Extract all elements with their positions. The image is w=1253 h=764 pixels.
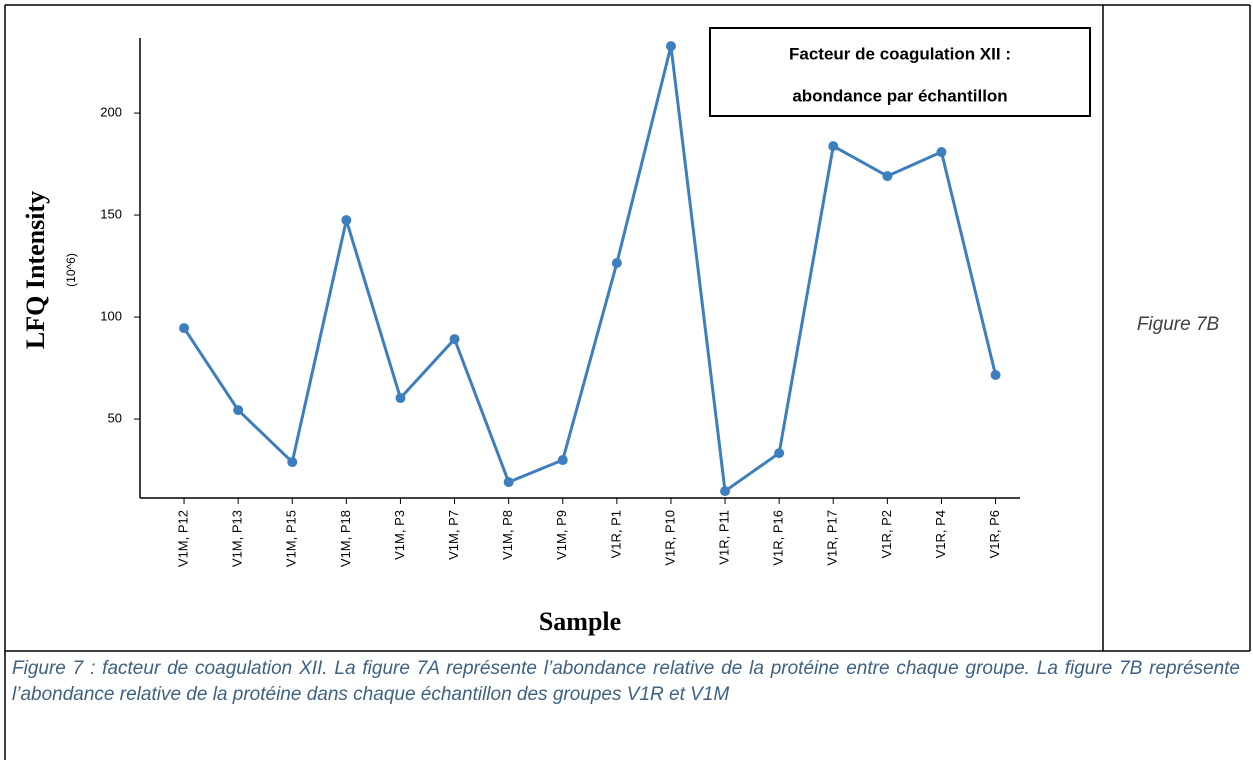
title-box	[709, 27, 1091, 117]
y-tick-label: 200	[100, 105, 122, 120]
x-tick-label: V1M, P7	[446, 510, 461, 560]
point	[287, 457, 298, 468]
point	[665, 41, 676, 52]
x-tick-label: V1R, P11	[716, 510, 731, 565]
x-tick-label: V1R, P17	[825, 510, 840, 566]
point	[774, 448, 785, 459]
y-tick-label: 100	[100, 308, 122, 323]
x-tick-label: V1M, P3	[392, 510, 407, 560]
figure-label: Figure 7B	[1137, 314, 1220, 335]
y-axis-unit: (10^6)	[64, 253, 78, 287]
caption: Figure 7 : facteur de coagulation XII. L…	[12, 658, 1240, 705]
point	[882, 171, 893, 182]
chart-title: Facteur de coagulation XII :	[789, 44, 1011, 63]
x-tick-label: V1M, P15	[284, 510, 299, 567]
point	[557, 455, 568, 466]
x-axis-label: Sample	[539, 607, 621, 636]
line	[182, 45, 998, 494]
point	[179, 323, 190, 334]
point	[936, 147, 947, 158]
x-tick-label: V1M, P18	[338, 510, 353, 567]
point	[990, 369, 1001, 380]
x-tick-label: V1M, P8	[500, 510, 515, 560]
x-tick-label: V1R, P10	[662, 510, 677, 566]
point	[395, 393, 406, 404]
point	[611, 258, 622, 269]
point	[720, 486, 731, 497]
x-tick-label: V1M, P13	[230, 510, 245, 567]
y-axis-label: LFQ Intensity	[21, 191, 50, 349]
x-tick-label: V1R, P16	[771, 510, 786, 566]
x-tick-label: V1M, P12	[175, 510, 190, 567]
y-tick-label: 50	[108, 410, 122, 425]
x-tick-label: V1M, P9	[554, 510, 569, 560]
chart-title: abondance par échantillon	[792, 86, 1007, 105]
y-tick-label: 150	[100, 207, 122, 222]
point	[341, 215, 352, 226]
x-tick-label: V1R, P2	[879, 510, 894, 558]
point	[503, 477, 514, 488]
x-tick-label: V1R, P6	[987, 510, 1002, 558]
point	[828, 141, 839, 152]
point	[449, 334, 460, 345]
point	[233, 405, 244, 416]
x-tick-label: V1R, P1	[608, 510, 623, 558]
x-tick-label: V1R, P4	[933, 510, 948, 558]
